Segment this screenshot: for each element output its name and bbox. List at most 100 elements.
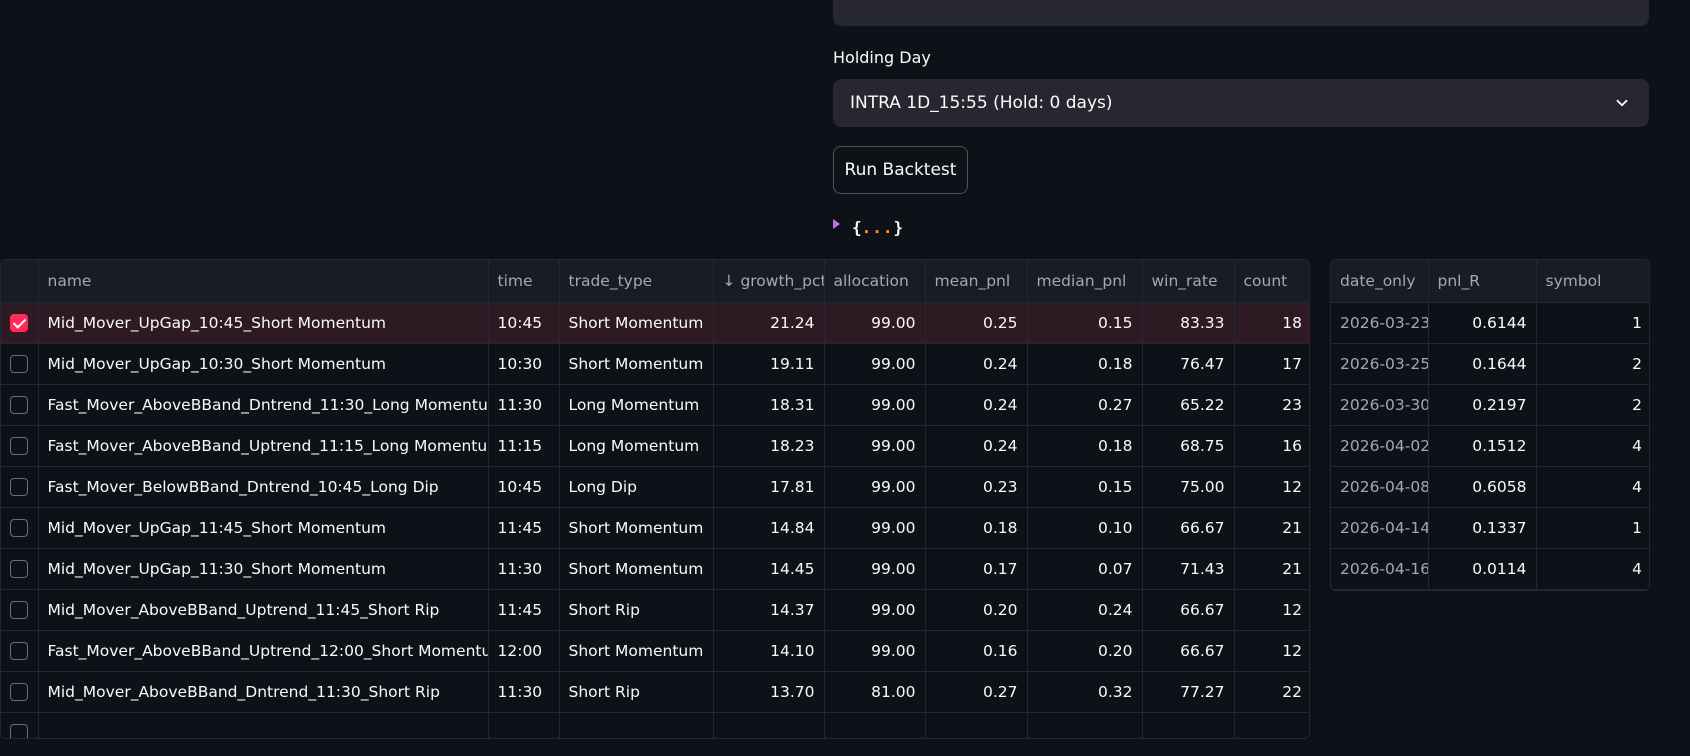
cell-growth-pct[interactable]: 14.37 bbox=[713, 589, 825, 631]
previous-input-field[interactable] bbox=[833, 0, 1649, 26]
cell-time[interactable]: 10:45 bbox=[488, 302, 560, 344]
header-mean-pnl[interactable]: mean_pnl bbox=[925, 260, 1028, 303]
cell-mean-pnl[interactable]: 0.27 bbox=[925, 671, 1028, 713]
table-row[interactable]: Fast_Mover_AboveBBand_Uptrend_12:00_Shor… bbox=[1, 630, 1309, 672]
cell-pnl-r[interactable]: 0.1644 bbox=[1428, 343, 1537, 385]
strategy-results-table[interactable]: name time trade_type ↓ growth_pct alloca… bbox=[0, 259, 1310, 739]
header-median-pnl[interactable]: median_pnl bbox=[1027, 260, 1143, 303]
cell-median-pnl[interactable]: 0.10 bbox=[1027, 507, 1143, 549]
cell-mean-pnl[interactable]: 0.24 bbox=[925, 425, 1028, 467]
cell-time[interactable]: 11:30 bbox=[488, 671, 560, 713]
row-select-cell[interactable] bbox=[1, 507, 39, 549]
cell-count[interactable]: 12 bbox=[1234, 589, 1309, 631]
cell-time[interactable]: 11:30 bbox=[488, 548, 560, 590]
cell-allocation[interactable]: 99.00 bbox=[824, 548, 926, 590]
table-row[interactable]: Fast_Mover_BelowBBand_Dntrend_10:45_Long… bbox=[1, 466, 1309, 508]
cell-count[interactable]: 18 bbox=[1234, 302, 1309, 344]
cell-allocation[interactable]: 99.00 bbox=[824, 589, 926, 631]
cell-count[interactable]: 17 bbox=[1234, 343, 1309, 385]
row-checkbox[interactable] bbox=[10, 559, 29, 578]
row-checkbox[interactable] bbox=[10, 723, 29, 738]
row-select-cell[interactable] bbox=[1, 302, 39, 344]
cell-symbol[interactable]: 1 bbox=[1536, 302, 1649, 344]
cell-mean-pnl[interactable]: 0.23 bbox=[925, 466, 1028, 508]
cell-growth-pct[interactable]: 21.24 bbox=[713, 302, 825, 344]
table-row[interactable]: Mid_Mover_UpGap_10:45_Short Momentum 10:4… bbox=[1, 302, 1309, 344]
cell-count[interactable]: 22 bbox=[1234, 671, 1309, 713]
cell-mean-pnl[interactable]: 0.24 bbox=[925, 343, 1028, 385]
cell-name[interactable]: Mid_Mover_UpGap_11:30_Short Momentum bbox=[38, 548, 489, 590]
cell-symbol[interactable]: 4 bbox=[1536, 466, 1649, 508]
cell-time[interactable]: 11:45 bbox=[488, 589, 560, 631]
detail-row[interactable]: 2026-04-08 0.6058 4 bbox=[1331, 466, 1649, 508]
row-checkbox[interactable] bbox=[10, 641, 29, 660]
row-checkbox[interactable] bbox=[10, 436, 29, 455]
cell-median-pnl[interactable]: 0.20 bbox=[1027, 630, 1143, 672]
table-row[interactable]: Mid_Mover_UpGap_11:45_Short Momentum 11:4… bbox=[1, 507, 1309, 549]
cell-win-rate[interactable]: 71.43 bbox=[1142, 548, 1235, 590]
cell-win-rate[interactable]: 68.75 bbox=[1142, 425, 1235, 467]
cell-growth-pct[interactable]: 14.10 bbox=[713, 630, 825, 672]
header-time[interactable]: time bbox=[488, 260, 560, 303]
header-trade-type[interactable]: trade_type bbox=[559, 260, 714, 303]
row-select-cell[interactable] bbox=[1, 630, 39, 672]
cell-trade-type[interactable]: Short Momentum bbox=[559, 343, 714, 385]
cell-trade-type[interactable]: Short Momentum bbox=[559, 630, 714, 672]
cell-date-only[interactable]: 2026-03-23 bbox=[1331, 302, 1429, 344]
cell-pnl-r[interactable]: 0.6058 bbox=[1428, 466, 1537, 508]
cell-allocation[interactable]: 99.00 bbox=[824, 425, 926, 467]
cell-win-rate[interactable]: 66.67 bbox=[1142, 507, 1235, 549]
row-select-cell[interactable] bbox=[1, 384, 39, 426]
header-date-only[interactable]: date_only bbox=[1331, 260, 1429, 303]
run-backtest-button[interactable]: Run Backtest bbox=[833, 146, 968, 194]
cell-date-only[interactable]: 2026-03-30 bbox=[1331, 384, 1429, 426]
cell-name[interactable]: Fast_Mover_BelowBBand_Dntrend_10:45_Long… bbox=[38, 466, 489, 508]
cell-pnl-r[interactable]: 0.1337 bbox=[1428, 507, 1537, 549]
cell-median-pnl[interactable]: 0.07 bbox=[1027, 548, 1143, 590]
header-name[interactable]: name bbox=[38, 260, 489, 303]
header-symbol[interactable]: symbol bbox=[1536, 260, 1649, 303]
cell-trade-type[interactable]: Long Momentum bbox=[559, 425, 714, 467]
row-checkbox[interactable] bbox=[10, 600, 29, 619]
cell-win-rate[interactable]: 66.67 bbox=[1142, 589, 1235, 631]
cell-time[interactable]: 10:45 bbox=[488, 466, 560, 508]
cell-count[interactable]: 12 bbox=[1234, 630, 1309, 672]
cell-trade-type[interactable]: Long Momentum bbox=[559, 384, 714, 426]
detail-row[interactable]: 2026-04-02 0.1512 4 bbox=[1331, 425, 1649, 467]
cell-symbol[interactable]: 4 bbox=[1536, 548, 1649, 590]
cell-name[interactable]: Mid_Mover_AboveBBand_Dntrend_11:30_Short… bbox=[38, 671, 489, 713]
table-row[interactable]: Fast_Mover_AboveBBand_Dntrend_11:30_Long… bbox=[1, 384, 1309, 426]
cell-trade-type[interactable]: Short Momentum bbox=[559, 507, 714, 549]
cell-median-pnl[interactable]: 0.15 bbox=[1027, 466, 1143, 508]
cell-name[interactable]: Fast_Mover_AboveBBand_Uptrend_11:15_Long… bbox=[38, 425, 489, 467]
cell-growth-pct[interactable]: 18.23 bbox=[713, 425, 825, 467]
cell-symbol[interactable]: 4 bbox=[1536, 425, 1649, 467]
holding-day-select[interactable]: INTRA 1D_15:55 (Hold: 0 days) bbox=[833, 79, 1649, 127]
cell-date-only[interactable]: 2026-04-02 bbox=[1331, 425, 1429, 467]
cell-win-rate[interactable]: 65.22 bbox=[1142, 384, 1235, 426]
row-checkbox[interactable] bbox=[10, 477, 29, 496]
cell-date-only[interactable]: 2026-04-08 bbox=[1331, 466, 1429, 508]
row-checkbox[interactable] bbox=[10, 518, 29, 537]
cell-median-pnl[interactable]: 0.18 bbox=[1027, 343, 1143, 385]
cell-pnl-r[interactable]: 0.0114 bbox=[1428, 548, 1537, 590]
cell-growth-pct[interactable]: 17.81 bbox=[713, 466, 825, 508]
row-select-cell[interactable] bbox=[1, 548, 39, 590]
header-win-rate[interactable]: win_rate bbox=[1142, 260, 1235, 303]
json-viewer[interactable]: { ... } bbox=[833, 214, 903, 240]
cell-date-only[interactable]: 2026-04-16 bbox=[1331, 548, 1429, 590]
cell-win-rate[interactable]: 76.47 bbox=[1142, 343, 1235, 385]
cell-growth-pct[interactable]: 14.45 bbox=[713, 548, 825, 590]
table-row[interactable]: Mid_Mover_AboveBBand_Uptrend_11:45_Short… bbox=[1, 589, 1309, 631]
cell-pnl-r[interactable]: 0.6144 bbox=[1428, 302, 1537, 344]
cell-symbol[interactable]: 1 bbox=[1536, 507, 1649, 549]
cell-allocation[interactable]: 99.00 bbox=[824, 630, 926, 672]
cell-allocation[interactable]: 99.00 bbox=[824, 507, 926, 549]
cell-pnl-r[interactable]: 0.1512 bbox=[1428, 425, 1537, 467]
cell-symbol[interactable]: 2 bbox=[1536, 384, 1649, 426]
table-row-partial[interactable] bbox=[1, 712, 1309, 738]
cell-win-rate[interactable]: 66.67 bbox=[1142, 630, 1235, 672]
cell-count[interactable]: 21 bbox=[1234, 548, 1309, 590]
detail-row[interactable]: 2026-03-23 0.6144 1 bbox=[1331, 302, 1649, 344]
cell-time[interactable]: 10:30 bbox=[488, 343, 560, 385]
